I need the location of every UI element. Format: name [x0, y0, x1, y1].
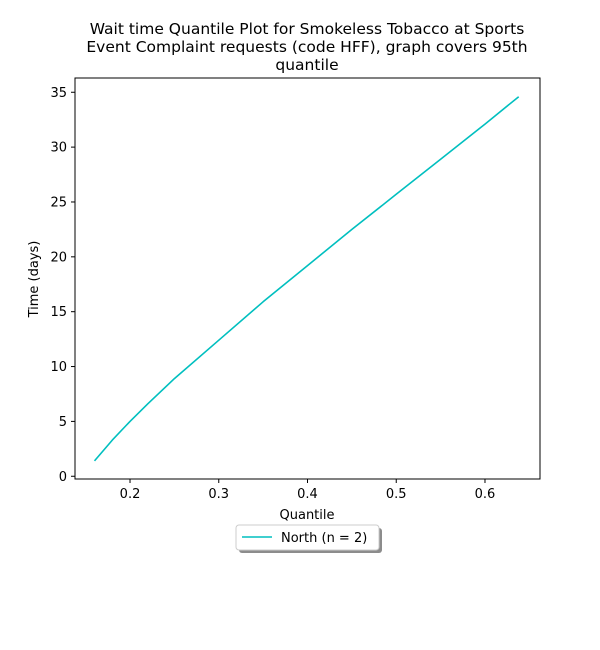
- legend: North (n = 2): [235, 524, 382, 553]
- x-tick-label: 0.3: [208, 487, 229, 502]
- x-tick-label: 0.4: [297, 487, 318, 502]
- x-tick-label: 0.6: [475, 487, 496, 502]
- chart-title-line-1: Wait time Quantile Plot for Smokeless To…: [90, 20, 525, 38]
- y-tick-label: 15: [50, 305, 67, 320]
- y-tick-label: 10: [50, 360, 67, 375]
- series-line-north: [93, 96, 520, 462]
- y-tick-label: 20: [50, 250, 67, 265]
- y-tick-label: 5: [59, 415, 67, 430]
- plot-area: 0.2 0.3 0.4 0.5 0.6 0 5 10 15 20 25 30 35: [50, 77, 541, 502]
- y-axis: 0 5 10 15 20 25 30 35: [50, 86, 75, 485]
- y-axis-label: Time (days): [27, 241, 42, 319]
- legend-entry-north: North (n = 2): [281, 531, 367, 546]
- plot-frame: [74, 77, 541, 480]
- y-tick-label: 25: [50, 195, 67, 210]
- y-tick-label: 30: [50, 141, 67, 156]
- x-axis: 0.2 0.3 0.4 0.5 0.6: [120, 479, 496, 502]
- x-tick-label: 0.5: [386, 487, 407, 502]
- y-tick-label: 0: [59, 470, 67, 485]
- chart-title-line-3: quantile: [275, 56, 338, 74]
- x-axis-label: Quantile: [280, 508, 335, 523]
- legend-box: [235, 524, 380, 551]
- series-group: [93, 96, 520, 462]
- x-tick-label: 0.2: [120, 487, 141, 502]
- y-tick-label: 35: [50, 86, 67, 101]
- chart-title-line-2: Event Complaint requests (code HFF), gra…: [86, 38, 527, 56]
- chart-title: Wait time Quantile Plot for Smokeless To…: [86, 20, 527, 74]
